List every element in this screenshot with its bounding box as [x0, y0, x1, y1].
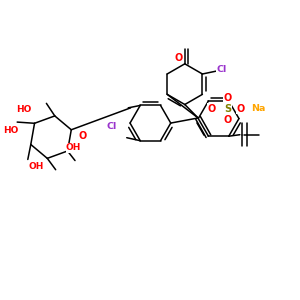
Text: O: O	[236, 104, 244, 114]
Text: O: O	[175, 53, 183, 63]
Text: S: S	[224, 104, 231, 114]
Text: HO: HO	[16, 105, 32, 114]
Text: OH: OH	[66, 143, 81, 152]
Text: Cl: Cl	[106, 122, 117, 131]
Text: O: O	[224, 115, 232, 125]
Text: Cl: Cl	[217, 65, 227, 74]
Text: O: O	[78, 130, 86, 141]
Text: O: O	[224, 93, 232, 103]
Text: OH: OH	[29, 162, 44, 171]
Text: O: O	[207, 104, 215, 114]
Text: Na: Na	[251, 104, 266, 113]
Text: HO: HO	[3, 126, 19, 135]
